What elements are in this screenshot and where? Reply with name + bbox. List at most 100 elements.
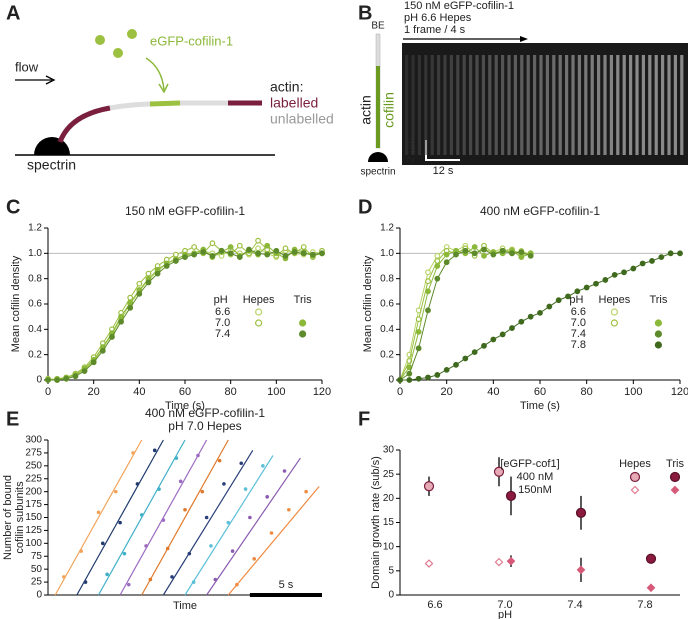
x-tick-label: 6.6 bbox=[427, 599, 442, 611]
point bbox=[509, 325, 515, 331]
y-tick-label: 15 bbox=[383, 517, 395, 528]
y-tick-label: 5 bbox=[388, 565, 394, 576]
y-tick-label: 0 bbox=[36, 375, 42, 386]
point bbox=[273, 247, 280, 254]
point bbox=[481, 246, 487, 253]
point bbox=[148, 577, 153, 582]
flow-label: flow bbox=[15, 59, 39, 74]
fit-line bbox=[184, 455, 274, 596]
y-axis-label: cofilin subunits bbox=[14, 481, 26, 554]
schematic-cofilin bbox=[376, 66, 380, 148]
point bbox=[291, 249, 298, 255]
kymo-stripe bbox=[494, 55, 498, 155]
kymo-stripe bbox=[405, 55, 409, 155]
point bbox=[425, 374, 431, 381]
point bbox=[196, 453, 200, 458]
point bbox=[434, 252, 441, 259]
point bbox=[81, 368, 88, 375]
chart-title: 150 nM eGFP-cofilin-1 bbox=[125, 204, 245, 218]
legend-row: 6.6 bbox=[215, 306, 230, 318]
point bbox=[236, 254, 243, 261]
kymo-stripe bbox=[641, 55, 645, 155]
series-line bbox=[48, 248, 323, 381]
kymo-stripe bbox=[565, 55, 569, 155]
x-tick-label: 80 bbox=[581, 386, 593, 398]
point bbox=[145, 270, 152, 277]
point bbox=[406, 377, 413, 383]
kymo-stripe bbox=[411, 55, 415, 155]
point bbox=[425, 288, 431, 295]
legend-marker bbox=[669, 471, 681, 483]
kymo-stripe bbox=[661, 55, 665, 155]
series-line bbox=[48, 247, 323, 381]
x-tick-label: 20 bbox=[88, 386, 100, 398]
chart-title: 400 nM eGFP-cofilin-1 bbox=[480, 204, 600, 218]
point bbox=[182, 254, 188, 261]
y-tick-label: 1.2 bbox=[380, 223, 394, 234]
point bbox=[200, 249, 207, 255]
actin-cofilin bbox=[149, 100, 181, 107]
legend-title: pH bbox=[214, 294, 228, 306]
kymo-stripe bbox=[437, 55, 441, 155]
y-tick-label: 100 bbox=[25, 538, 42, 549]
kymo-stripe bbox=[443, 55, 447, 155]
point bbox=[136, 280, 143, 287]
kymo-stripe bbox=[488, 55, 492, 155]
point bbox=[309, 251, 316, 258]
point bbox=[204, 515, 209, 520]
point bbox=[471, 250, 478, 257]
panel-letter: D bbox=[358, 196, 372, 218]
fit-line bbox=[97, 439, 186, 596]
y-tick-label: 150 bbox=[25, 512, 42, 523]
panel-letter: B bbox=[358, 2, 372, 24]
legend-row: 7.4 bbox=[571, 328, 586, 340]
point bbox=[453, 251, 459, 258]
actin-axis-label: actin bbox=[358, 95, 374, 125]
kymo-stripe bbox=[584, 55, 588, 155]
labelled-label: labelled bbox=[270, 95, 318, 111]
point bbox=[509, 250, 515, 257]
point bbox=[200, 489, 205, 494]
kymo-stripe bbox=[635, 55, 639, 155]
point bbox=[209, 544, 213, 548]
point bbox=[443, 366, 450, 373]
point bbox=[127, 294, 134, 301]
kymo-stripe bbox=[673, 55, 677, 155]
point bbox=[79, 549, 83, 553]
kymo-stripe bbox=[539, 55, 543, 155]
point bbox=[576, 565, 586, 575]
y-tick-label: 0.6 bbox=[28, 299, 42, 310]
point bbox=[282, 469, 287, 473]
be-label: BE bbox=[371, 21, 385, 32]
kymo-stripe bbox=[417, 55, 421, 155]
kymo-stripe bbox=[552, 55, 556, 155]
cofilin-dot bbox=[127, 29, 137, 39]
x-tick-label: 7.0 bbox=[497, 599, 512, 611]
point bbox=[406, 370, 413, 377]
x-tick-label: 120 bbox=[671, 386, 688, 398]
point bbox=[602, 277, 609, 283]
legend-marker bbox=[629, 471, 641, 483]
point bbox=[217, 458, 222, 463]
y-tick-label: 0.8 bbox=[28, 273, 42, 284]
point bbox=[227, 244, 234, 250]
point bbox=[172, 258, 179, 264]
point bbox=[490, 251, 497, 258]
arrow-head bbox=[158, 83, 169, 94]
point bbox=[255, 245, 261, 252]
point bbox=[499, 331, 506, 338]
kymo-stripe bbox=[603, 55, 607, 155]
legend-marker bbox=[610, 308, 619, 316]
scale-x-label: 12 s bbox=[433, 165, 454, 177]
kymo-stripe bbox=[597, 55, 601, 155]
point bbox=[471, 349, 478, 356]
point bbox=[236, 242, 243, 249]
kymo-stripe bbox=[680, 55, 684, 155]
spectrin-label: spectrin bbox=[27, 157, 76, 173]
series-line bbox=[47, 245, 323, 381]
point bbox=[209, 252, 216, 259]
fit-line bbox=[119, 439, 208, 596]
kymo-stripe bbox=[590, 55, 594, 155]
point bbox=[265, 495, 270, 499]
legend-column: Hepes bbox=[599, 294, 631, 306]
